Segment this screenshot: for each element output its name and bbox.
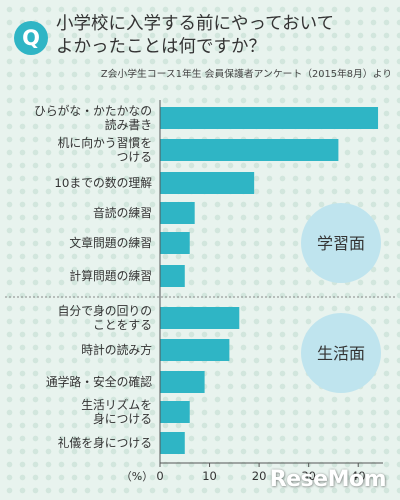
category-label-2-line-2: つける: [117, 150, 152, 164]
group-label-2: 生活面: [317, 344, 365, 363]
category-label-7-line-1: 自分で身の回りの: [58, 304, 152, 318]
category-label-7-line-2: ことをする: [93, 318, 152, 332]
category-label-2: 机に向かう習慣をつける: [58, 136, 152, 164]
category-label-1-line-1: ひらがな・かたかなの: [34, 104, 152, 118]
category-label-10-line-1: 生活リズムを: [81, 398, 152, 412]
bar-9: [160, 371, 205, 393]
category-label-6-line-1: 計算問題の練習: [69, 269, 152, 283]
group-circle-1: [301, 203, 381, 283]
bar-2: [160, 139, 339, 161]
bar-3: [160, 172, 255, 194]
x-tick-label-10: 10: [202, 469, 217, 483]
bar-1: [160, 107, 379, 129]
category-label-2-line-1: 机に向かう習慣を: [58, 136, 152, 150]
question-line-1: 小学校に入学する前にやっておいて: [56, 14, 335, 34]
resemom-logo: ReseMom: [269, 467, 387, 492]
category-label-8: 時計の読み方: [81, 343, 152, 357]
category-label-9: 通学路・安全の確認: [46, 375, 152, 389]
x-axis-unit-label: （%）: [121, 470, 153, 483]
category-label-11: 礼儀を身につける: [58, 436, 152, 450]
category-label-10-line-2: 身につける: [93, 412, 152, 426]
question-title: 小学校に入学する前にやっておいて よかったことは何ですか？: [56, 13, 386, 59]
group-label-1: 学習面: [317, 234, 365, 253]
bar-7: [160, 307, 240, 329]
x-tick-label-40: 40: [351, 469, 366, 483]
category-label-3-line-1: 10までの数の理解: [54, 176, 152, 190]
category-label-9-line-1: 通学路・安全の確認: [46, 375, 152, 389]
bar-10: [160, 401, 190, 423]
x-tick-label-30: 30: [301, 469, 316, 483]
category-label-8-line-1: 時計の読み方: [81, 343, 152, 357]
category-label-1: ひらがな・かたかなの読み書き: [34, 104, 152, 132]
question-line-2: よかったことは何ですか？: [56, 37, 266, 57]
bar-5: [160, 232, 190, 254]
survey-source: Z会小学生コース1年生 会員保護者アンケート（2015年8月）より: [100, 69, 392, 80]
category-label-4: 音読の練習: [93, 206, 152, 220]
category-label-5-line-1: 文章問題の練習: [69, 236, 152, 250]
category-label-4-line-1: 音読の練習: [93, 206, 152, 220]
x-tick-label-0: 0: [156, 469, 163, 483]
bar-6: [160, 265, 185, 287]
group-circle-2: [301, 313, 381, 393]
question-badge: Q: [14, 21, 48, 55]
category-label-1-line-2: 読み書き: [105, 118, 152, 132]
bar-11: [160, 432, 185, 454]
category-label-7: 自分で身の回りのことをする: [58, 304, 152, 332]
category-label-6: 計算問題の練習: [69, 269, 152, 283]
category-label-11-line-1: 礼儀を身につける: [58, 436, 152, 450]
category-label-10: 生活リズムを身につける: [81, 398, 152, 426]
bar-8: [160, 339, 230, 361]
bar-4: [160, 202, 195, 224]
category-label-5: 文章問題の練習: [69, 236, 152, 250]
x-tick-label-20: 20: [252, 469, 267, 483]
category-label-3: 10までの数の理解: [54, 176, 152, 190]
